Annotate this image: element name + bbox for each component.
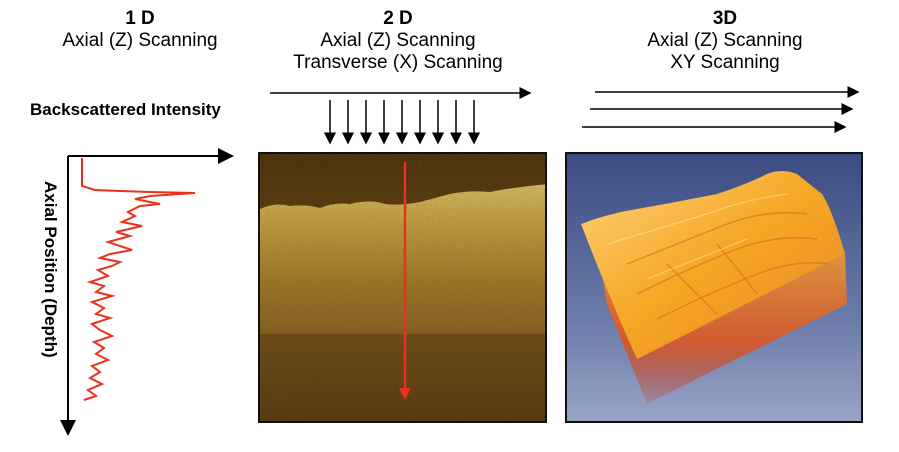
axial-scan-arrows bbox=[324, 100, 480, 145]
header-2d-line-2: Transverse (X) Scanning bbox=[293, 52, 503, 73]
header-2d-title: 2 D bbox=[383, 8, 413, 29]
header-2d: 2 D Axial (Z) Scanning Transverse (X) Sc… bbox=[270, 8, 526, 74]
header-2d-line-1: Axial (Z) Scanning bbox=[320, 30, 476, 51]
header-3d: 3D Axial (Z) Scanning XY Scanning bbox=[590, 8, 860, 74]
volume-image bbox=[565, 152, 863, 423]
header-3d-line-1: Axial (Z) Scanning bbox=[647, 30, 803, 51]
b-scan-image bbox=[258, 152, 547, 423]
header-3d-line-2: XY Scanning bbox=[670, 52, 780, 73]
a-scan-profile bbox=[81, 158, 196, 401]
header-1d: 1 D Axial (Z) Scanning bbox=[40, 8, 240, 52]
x-axis-label: Backscattered Intensity bbox=[30, 100, 221, 119]
header-1d-title: 1 D bbox=[125, 8, 155, 29]
header-1d-line-1: Axial (Z) Scanning bbox=[62, 30, 218, 51]
header-3d-title: 3D bbox=[712, 8, 738, 29]
